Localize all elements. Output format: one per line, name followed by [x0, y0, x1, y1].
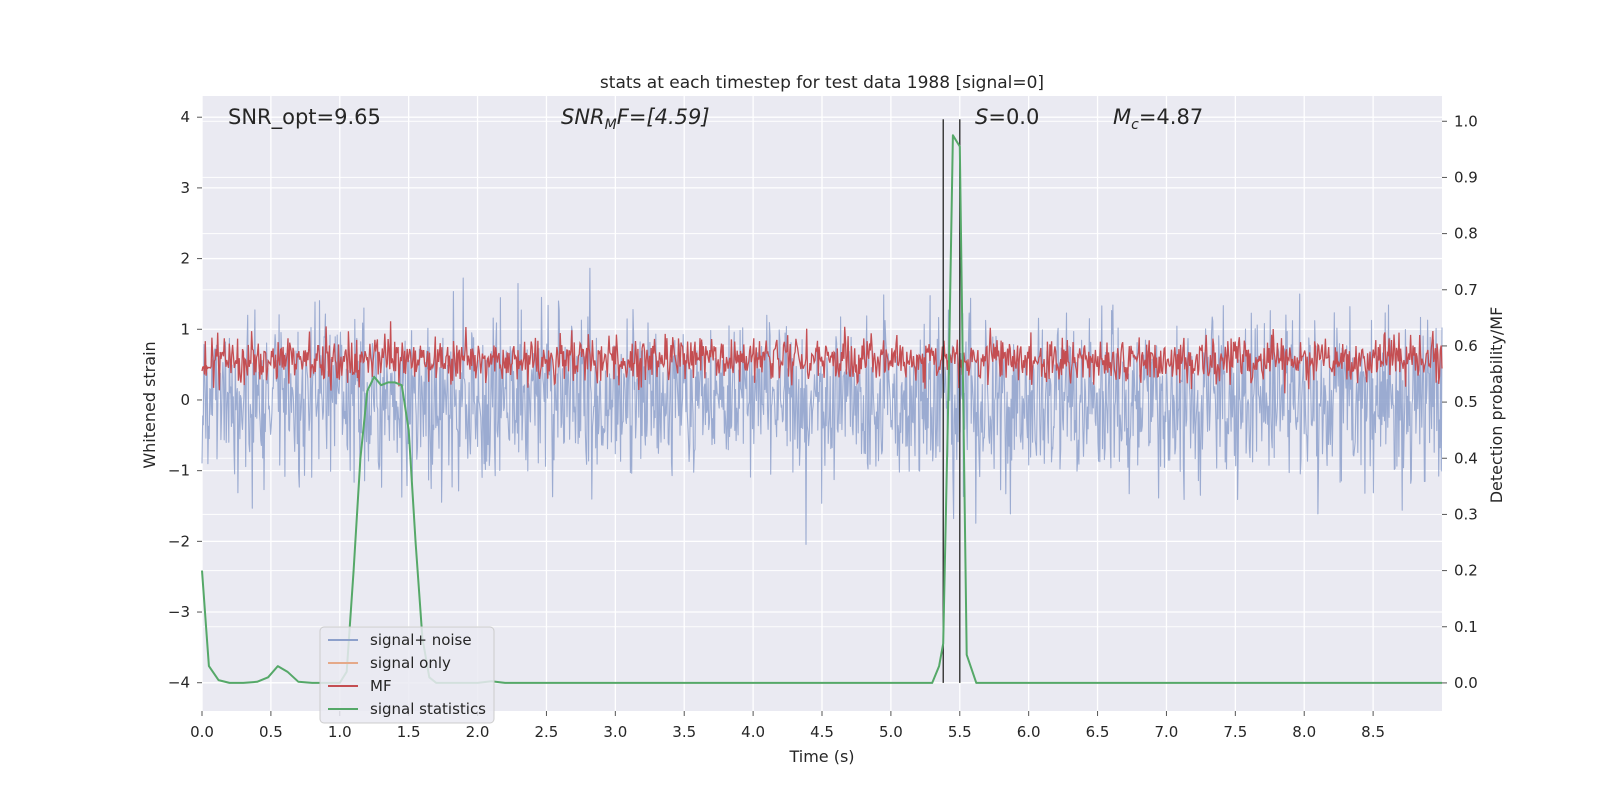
mf-series	[201, 321, 1443, 394]
x-tick-label: 1.5	[397, 723, 421, 741]
y-tick-label-left: −2	[168, 532, 190, 550]
x-tick-label: 8.0	[1292, 723, 1316, 741]
legend-label-signal-noise: signal+ noise	[370, 631, 472, 649]
mc-sub: c	[1131, 117, 1139, 133]
y-tick-label-right: 0.4	[1454, 449, 1478, 467]
y-tick-label-right: 1.0	[1454, 112, 1478, 130]
x-tick-label: 4.5	[810, 723, 834, 741]
x-tick-label: 7.0	[1155, 723, 1179, 741]
legend-label-signal-only: signal only	[370, 654, 451, 672]
x-tick-label: 5.5	[948, 723, 972, 741]
y-tick-label-right: 0.3	[1454, 505, 1478, 523]
mc-rest: =4.87	[1139, 105, 1203, 129]
y-axis-label-right: Detection probability/MF	[1487, 307, 1506, 504]
x-tick-label: 2.0	[466, 723, 490, 741]
snr-mf-main: SNR	[561, 105, 605, 129]
snr-opt-annotation: SNR_opt=9.65	[228, 105, 381, 130]
snr-mf-annotation: SNRMF=[4.59]	[561, 105, 710, 133]
snr-mf-rest: F=[4.59]	[617, 105, 710, 129]
snr-mf-sub: M	[605, 117, 617, 133]
mc-annotation: Mc=4.87	[1113, 105, 1203, 133]
y-tick-label-left: −1	[168, 462, 190, 480]
y-tick-label-left: −3	[168, 603, 190, 621]
s-main: S	[975, 105, 988, 129]
s-annotation: S=0.0	[975, 105, 1039, 129]
legend-label-mf: MF	[370, 677, 392, 695]
x-tick-label: 7.5	[1223, 723, 1247, 741]
legend-label-signal-statistics: signal statistics	[370, 700, 486, 718]
y-tick-label-right: 0.5	[1454, 393, 1478, 411]
y-axis-label-left: Whitened strain	[140, 341, 159, 468]
y-tick-label-left: 4	[180, 108, 190, 126]
y-tick-label-right: 0.7	[1454, 281, 1478, 299]
legend: signal+ noise signal only MF signal stat…	[319, 626, 495, 724]
s-rest: =0.0	[988, 105, 1039, 129]
y-tick-label-right: 0.1	[1454, 618, 1478, 636]
mf-line	[201, 321, 1443, 394]
x-tick-label: 3.0	[603, 723, 627, 741]
x-tick-label: 4.0	[741, 723, 765, 741]
x-tick-label: 5.0	[879, 723, 903, 741]
y-tick-label-left: 3	[180, 179, 190, 197]
x-tick-label: 0.5	[259, 723, 283, 741]
legend-box	[319, 626, 495, 724]
y-tick-label-left: −4	[168, 674, 190, 692]
y-tick-label-right: 0.0	[1454, 674, 1478, 692]
signal-noise-series	[201, 267, 1443, 545]
x-tick-label: 3.5	[672, 723, 696, 741]
chart-title: stats at each timestep for test data 198…	[600, 73, 1044, 93]
x-tick-label: 1.0	[328, 723, 352, 741]
y-tick-label-left: 1	[180, 320, 190, 338]
y-tick-label-right: 0.6	[1454, 337, 1478, 355]
y-ticks-left: 4 3 2 1 0 −1 −2 −3 −4	[168, 108, 202, 692]
y-tick-label-left: 2	[180, 250, 190, 268]
y-tick-label-left: 0	[180, 391, 190, 409]
y-ticks-right: 1.0 0.9 0.8 0.7 0.6 0.5 0.4 0.3 0.2 0.1 0.0	[1442, 112, 1478, 692]
x-axis-label: Time (s)	[788, 747, 854, 766]
x-ticks: 0.0 0.5 1.0 1.5 2.0 2.5 3.0 3.5 4.0 4.5 5.0 5.5 6.0 6…	[190, 711, 1385, 741]
x-tick-label: 6.5	[1086, 723, 1110, 741]
signal-noise-line	[201, 267, 1443, 545]
mc-main: M	[1113, 105, 1131, 129]
y-tick-label-right: 0.8	[1454, 225, 1478, 243]
x-tick-label: 2.5	[535, 723, 559, 741]
y-tick-label-right: 0.2	[1454, 562, 1478, 580]
y-tick-label-right: 0.9	[1454, 168, 1478, 186]
x-tick-label: 8.5	[1361, 723, 1385, 741]
x-tick-label: 0.0	[190, 723, 214, 741]
x-tick-label: 6.0	[1017, 723, 1041, 741]
